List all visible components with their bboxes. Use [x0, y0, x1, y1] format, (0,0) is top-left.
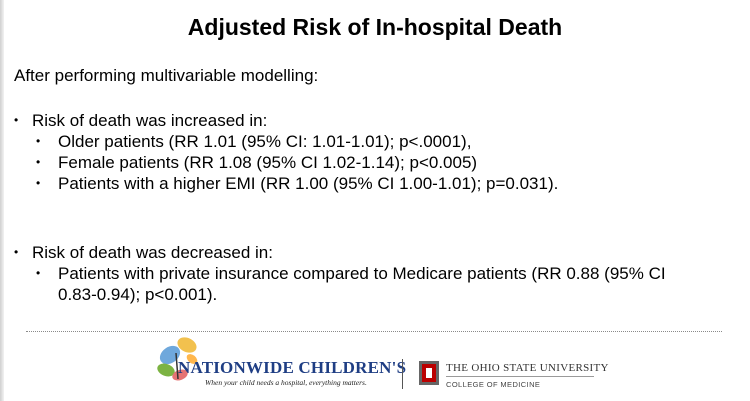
list-item-text: Patients with private insurance compared…: [58, 264, 666, 304]
college-of-medicine-label: COLLEGE OF MEDICINE: [446, 380, 541, 389]
section-increased-risk: • Risk of death was increased in: • Olde…: [14, 110, 698, 194]
footer-divider: [26, 331, 722, 332]
ohio-state-logo-icon: [419, 361, 439, 385]
list-item: • Female patients (RR 1.08 (95% CI 1.02-…: [36, 152, 698, 173]
intro-text: After performing multivariable modelling…: [14, 66, 319, 85]
bullet-dot: •: [36, 176, 41, 190]
bullet-heading-row: • Risk of death was increased in:: [14, 110, 698, 131]
bullet-heading-row: • Risk of death was decreased in:: [14, 242, 698, 263]
logo-separator: [402, 359, 403, 389]
nationwide-tagline: When your child needs a hospital, everyt…: [205, 378, 367, 387]
bullet-dot: •: [14, 113, 19, 127]
slide-edge-shadow: [0, 0, 4, 401]
list-item-text: Older patients (RR 1.01 (95% CI: 1.01-1.…: [58, 132, 472, 151]
list-item: • Patients with private insurance compar…: [36, 263, 698, 305]
footer-logos: NATIONWIDE CHILDREN'S When your child ne…: [0, 335, 750, 401]
slide-title: Adjusted Risk of In-hospital Death: [187, 14, 563, 40]
butterfly-icon: [157, 337, 198, 381]
section-decreased-risk: • Risk of death was decreased in: • Pati…: [14, 242, 698, 305]
nationwide-childrens-name: NATIONWIDE CHILDREN'S: [178, 358, 407, 377]
bullet-dot: •: [36, 134, 41, 148]
section-heading: Risk of death was decreased in:: [32, 243, 273, 262]
ohio-state-rule: [446, 376, 594, 377]
ohio-state-university-name: THE OHIO STATE UNIVERSITY: [446, 362, 609, 374]
list-item: • Patients with a higher EMI (RR 1.00 (9…: [36, 173, 698, 194]
bullet-dot: •: [36, 266, 41, 280]
bullet-dot: •: [14, 245, 19, 259]
section-heading: Risk of death was increased in:: [32, 111, 268, 130]
list-item-text: Patients with a higher EMI (RR 1.00 (95%…: [58, 174, 559, 193]
list-item-text: Female patients (RR 1.08 (95% CI 1.02-1.…: [58, 153, 478, 172]
list-item: • Older patients (RR 1.01 (95% CI: 1.01-…: [36, 131, 698, 152]
bullet-dot: •: [36, 155, 41, 169]
